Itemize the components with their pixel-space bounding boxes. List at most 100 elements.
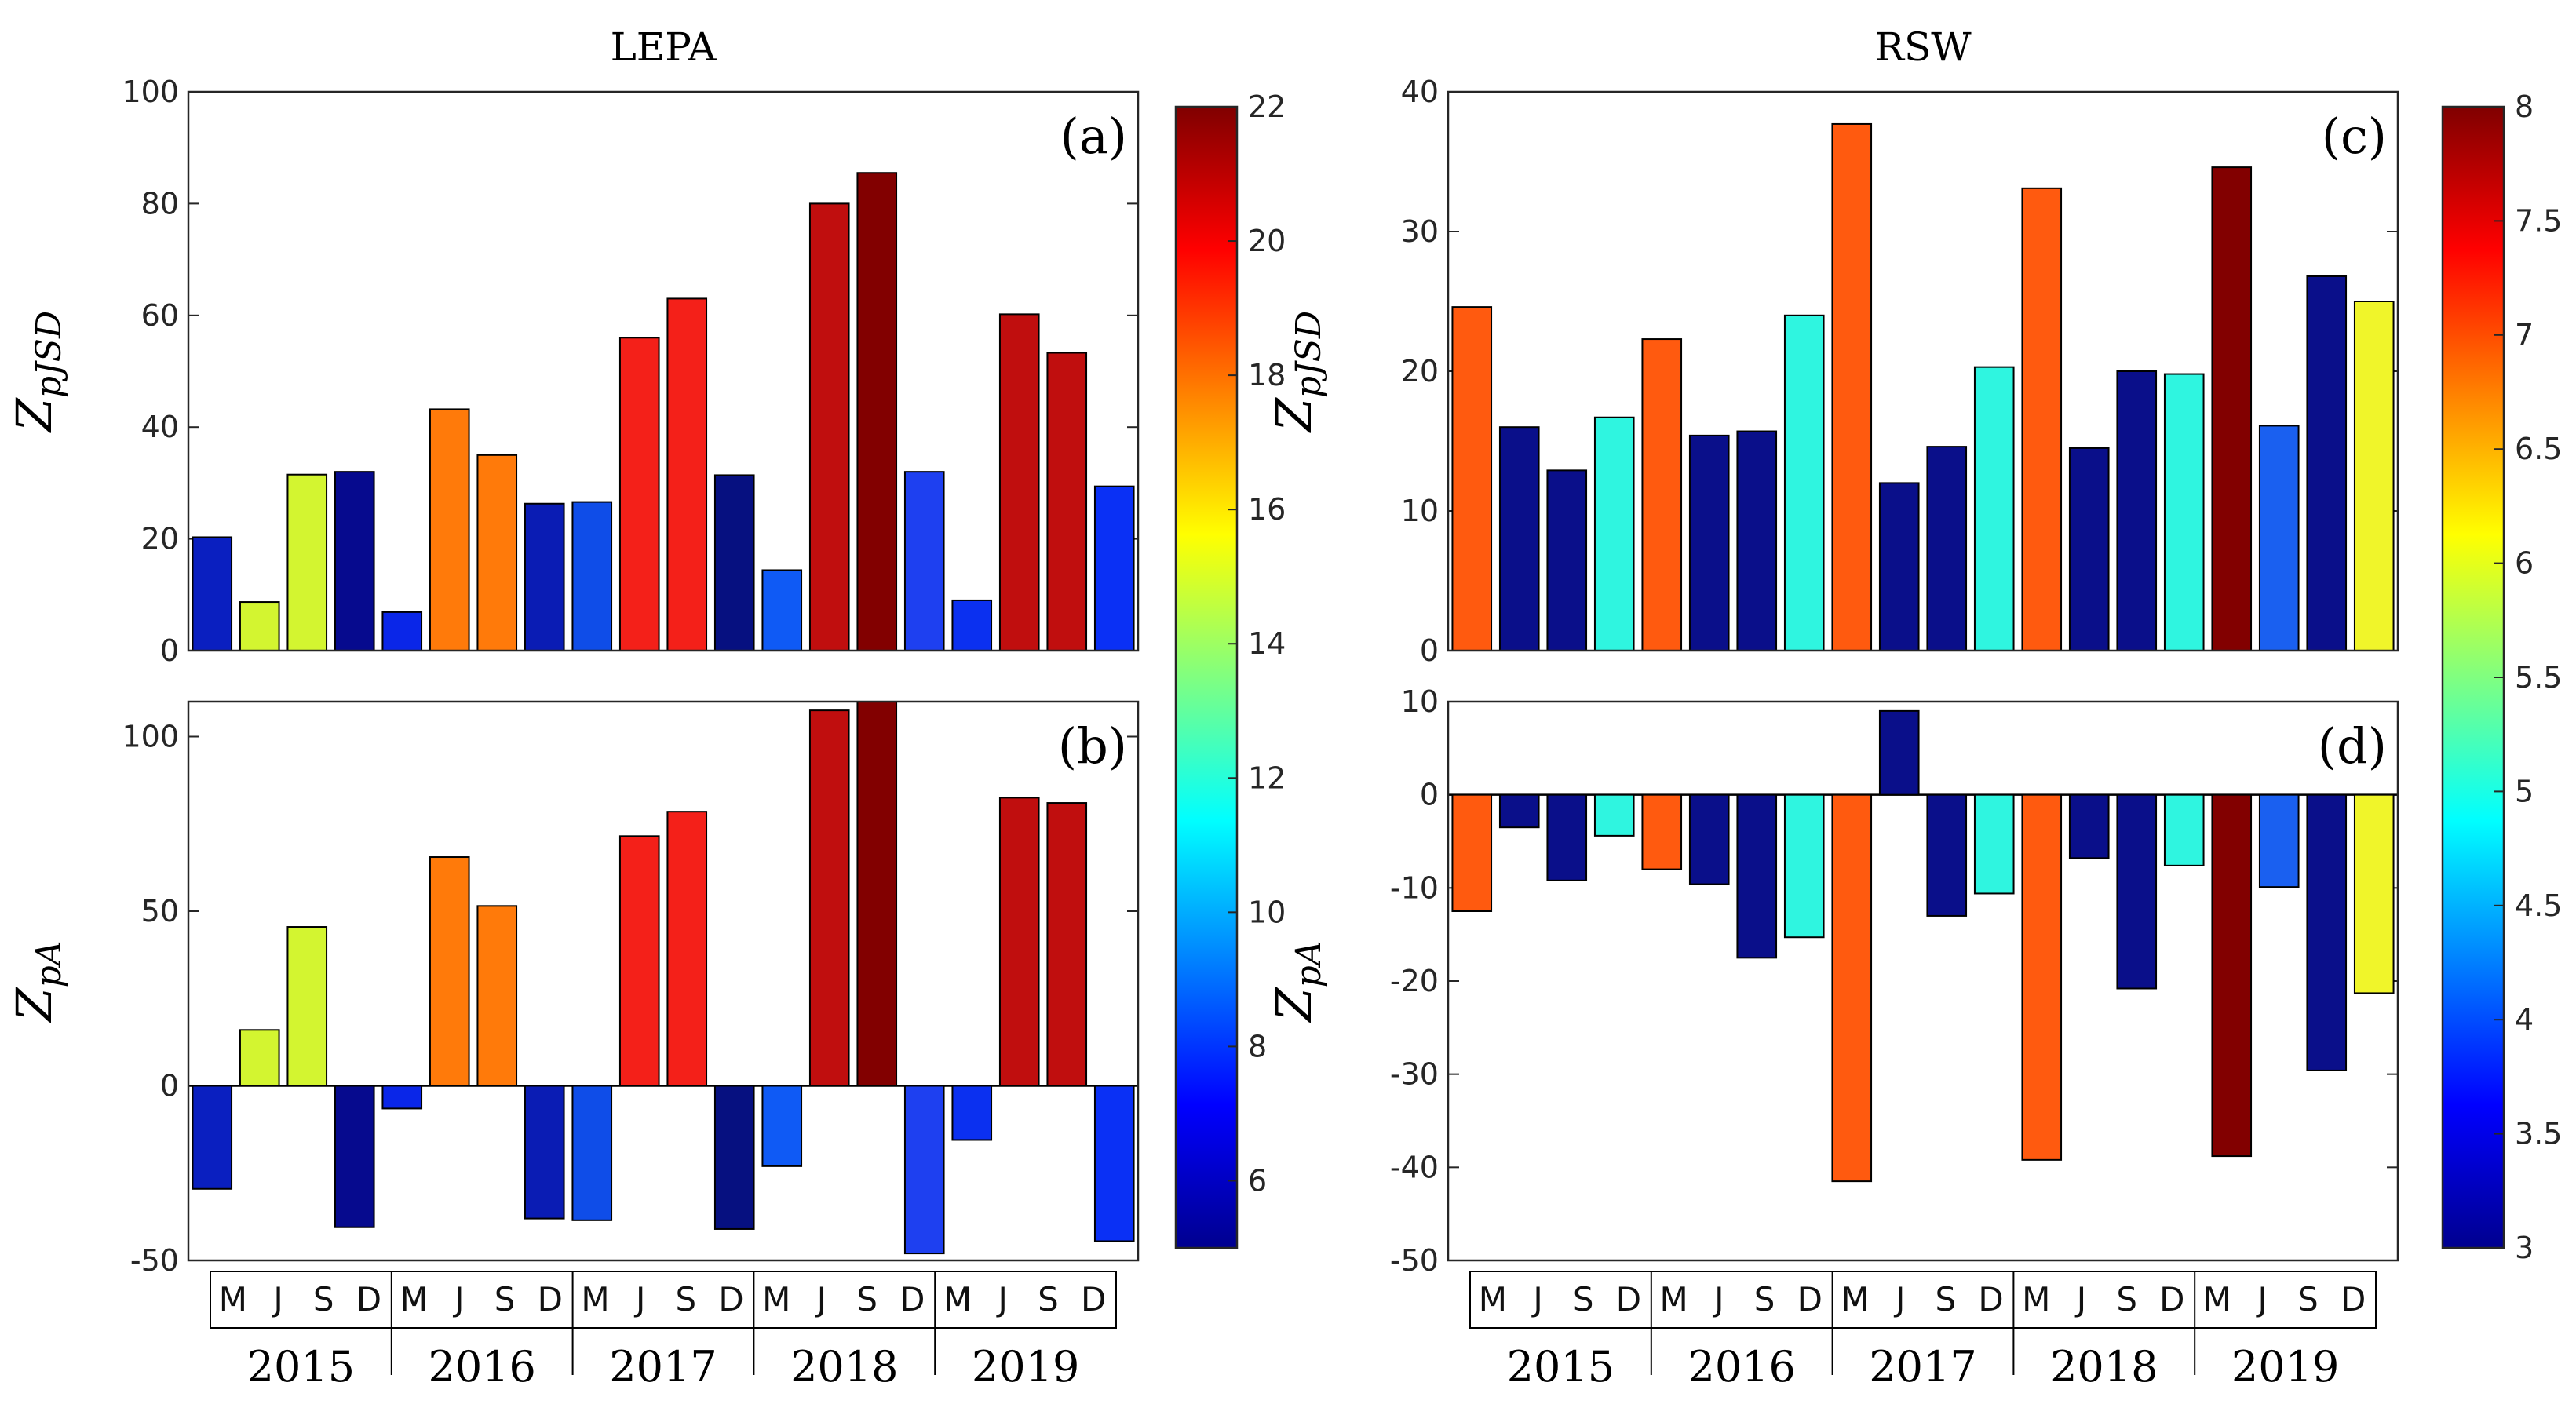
axes-frame [187, 90, 1140, 652]
category-label: J [1712, 1280, 1724, 1319]
bar-a-5 [429, 408, 470, 652]
bar-d-13 [2068, 793, 2110, 859]
bar-b-6 [476, 905, 518, 1087]
year-label: 2015 [247, 1342, 355, 1392]
y-tick-label: 10 [1401, 684, 1439, 719]
y-tick-label: -50 [1390, 1243, 1439, 1278]
category-label: S [313, 1280, 334, 1319]
category-label: S [1573, 1280, 1594, 1319]
category-label: J [452, 1280, 464, 1319]
colorbar-tick-label: 18 [1248, 358, 1286, 392]
category-label: D [1978, 1280, 2003, 1319]
panel-a: 0 20 40 60 80 100 (a) LEPA ZpJSD [5, 24, 1140, 668]
bar-c-10 [1926, 446, 1968, 651]
bar-c-2 [1546, 469, 1588, 651]
bar-d-5 [1688, 793, 1730, 885]
panel-c: 0 10 20 30 40 (c) RSW ZpJSD [1265, 24, 2399, 668]
category-label: M [943, 1280, 972, 1319]
category-label: D [899, 1280, 925, 1319]
colorbar-tick-label: 12 [1248, 761, 1286, 795]
category-label: M [1479, 1280, 1507, 1319]
bar-a-10 [666, 297, 708, 651]
bar-a-19 [1093, 485, 1135, 651]
y-axis-label-main: Z [5, 987, 63, 1023]
bar-a-16 [951, 599, 993, 651]
category-label: M [2203, 1280, 2231, 1319]
category-label: J [2256, 1280, 2268, 1319]
category-label: S [1936, 1280, 1957, 1319]
y-tick-label: -10 [1390, 870, 1439, 905]
bar-d-11 [1973, 793, 2015, 895]
bar-c-1 [1498, 426, 1540, 651]
bar-c-0 [1451, 306, 1493, 651]
category-table [1469, 1271, 2377, 1329]
y-tick-label: -30 [1390, 1057, 1439, 1092]
bar-d-17 [2258, 793, 2300, 888]
year-label: 2015 [1507, 1342, 1615, 1392]
bar-b-5 [429, 856, 470, 1087]
y-axis-label: ZpA [5, 940, 69, 1023]
bar-b-17 [998, 797, 1040, 1087]
colorbar-tick-label: 8 [1248, 1029, 1267, 1063]
colorbar-gradient [1174, 105, 1239, 1249]
colorbar-tick-label: 8 [2515, 89, 2534, 124]
bar-c-9 [1878, 482, 1920, 652]
year-label: 2017 [1869, 1342, 1976, 1392]
y-axis-label-main: Z [1265, 397, 1323, 433]
category-label: D [2341, 1280, 2366, 1319]
bar-c-7 [1783, 314, 1825, 651]
y-tick-label: 30 [1401, 214, 1439, 249]
category-label: M [1660, 1280, 1688, 1319]
y-tick-label: 0 [160, 1069, 179, 1103]
colorbar-tick-label: 7 [2515, 318, 2534, 352]
colorbar-tick-label: 4 [2515, 1002, 2534, 1037]
category-label: D [718, 1280, 743, 1319]
category-label: D [1797, 1280, 1823, 1319]
bar-b-7 [524, 1085, 565, 1220]
panel-label: (a) [1060, 108, 1127, 165]
year-label: 2016 [428, 1342, 535, 1392]
bar-b-1 [239, 1029, 280, 1087]
colorbar-tick-label: 6.5 [2515, 432, 2562, 466]
category-table [210, 1271, 1117, 1329]
bar-a-6 [476, 454, 518, 651]
bar-a-18 [1046, 352, 1088, 651]
bar-a-4 [381, 611, 423, 652]
bar-a-12 [761, 569, 803, 651]
panel-label: (b) [1058, 717, 1127, 775]
y-tick-label: 60 [141, 298, 179, 333]
bar-d-10 [1926, 793, 1968, 917]
axes-frame [187, 700, 1140, 1262]
y-tick-label: 80 [141, 186, 179, 221]
category-label: D [538, 1280, 563, 1319]
bar-c-11 [1973, 366, 2015, 651]
colorbar-tick-label: 6 [2515, 546, 2534, 581]
colorbar-tick-label: 5.5 [2515, 660, 2562, 695]
colorbar-tick-label: 5 [2515, 774, 2534, 808]
bar-a-0 [192, 536, 233, 651]
y-tick-label: 40 [1401, 75, 1439, 109]
panel-label: (c) [2322, 108, 2387, 165]
colorbar-tick-label: 3.5 [2515, 1117, 2562, 1151]
category-label: M [1841, 1280, 1869, 1319]
bar-a-2 [286, 473, 328, 651]
colorbar-tick-label: 6 [1248, 1163, 1267, 1198]
year-label: 2017 [609, 1342, 717, 1392]
category-label: S [1754, 1280, 1775, 1319]
y-tick-label: -50 [130, 1243, 179, 1278]
category-label: J [996, 1280, 1008, 1319]
y-tick-label: 100 [122, 720, 179, 754]
colorbar-tick-label: 20 [1248, 224, 1286, 258]
category-label: D [1616, 1280, 1641, 1319]
bar-b-15 [903, 1085, 945, 1255]
y-axis-label-sub: pA [29, 940, 69, 987]
bar-c-18 [2306, 275, 2348, 651]
y-tick-label: 100 [122, 75, 179, 109]
bar-d-2 [1546, 793, 1588, 881]
bar-d-4 [1641, 793, 1683, 870]
y-axis-label-sub: pJSD [29, 311, 69, 398]
bar-d-8 [1831, 793, 1873, 1183]
bar-d-7 [1783, 793, 1825, 939]
bar-b-16 [951, 1085, 993, 1141]
